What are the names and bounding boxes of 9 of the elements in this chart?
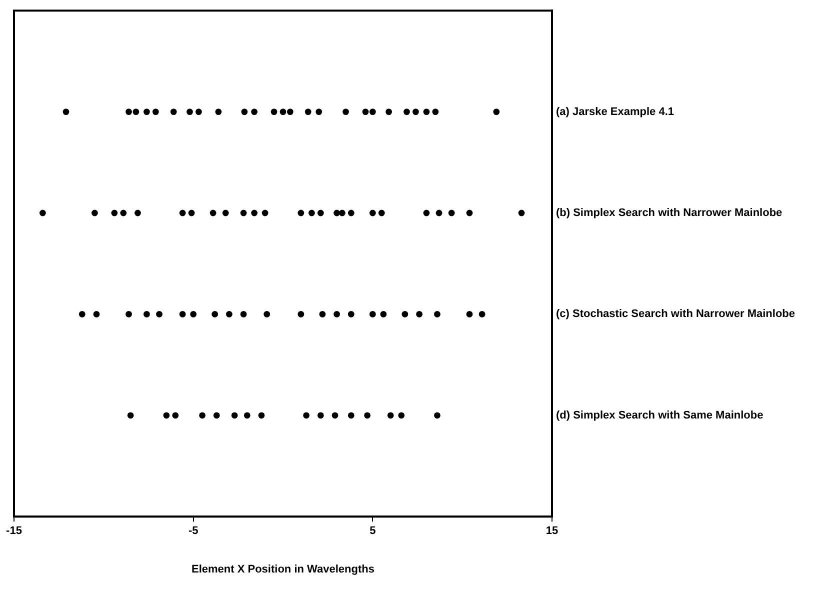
x-tick-label: 5 xyxy=(370,525,376,538)
y-tick-label: (b) Simplex Search with Narrower Mainlobe xyxy=(556,207,782,220)
x-tick-label: -15 xyxy=(6,525,22,538)
x-tick-label: 15 xyxy=(546,525,558,538)
y-tick-label: (a) Jarske Example 4.1 xyxy=(556,106,674,118)
y-tick-label: (c) Stochastic Search with Narrower Mainlobe xyxy=(556,308,796,320)
x-tick-label: -5 xyxy=(188,525,198,538)
y-tick-label: (d) Simplex Search with Same Mainlobe xyxy=(556,409,764,422)
x-axis-title: Element X Position in Wavelengths xyxy=(192,563,374,576)
